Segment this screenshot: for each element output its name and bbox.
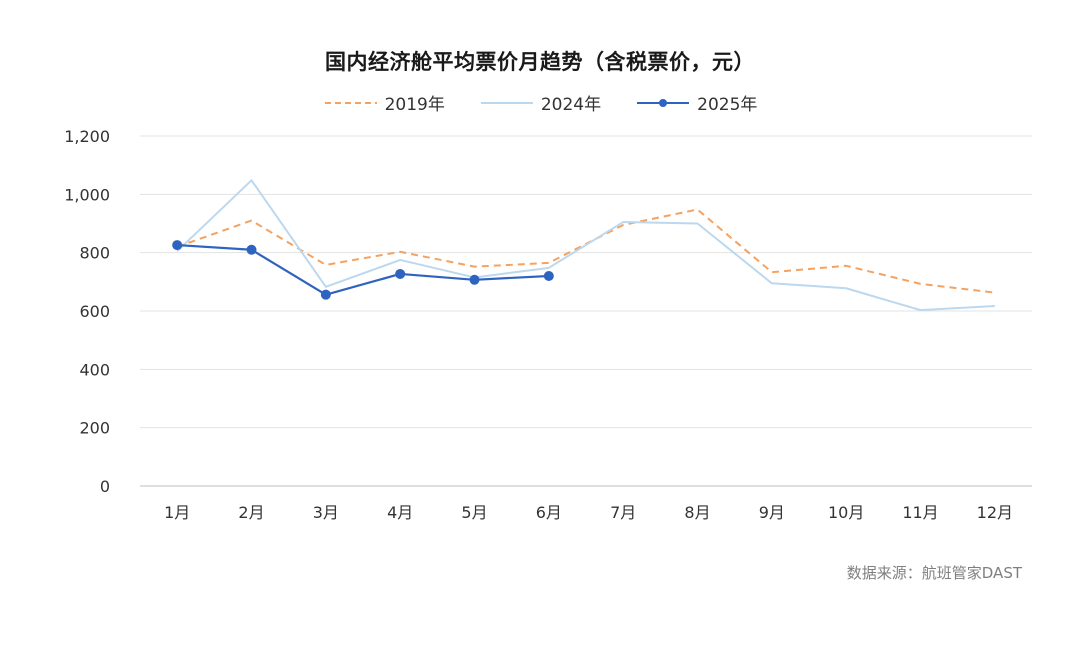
y-tick-label: 1,000 (64, 185, 110, 204)
data-point-2 (469, 274, 480, 285)
x-tick-label: 10月 (828, 503, 864, 522)
x-tick-label: 12月 (977, 503, 1013, 522)
y-tick-label: 1,200 (64, 127, 110, 146)
legend-item-2024: 2024年 (479, 90, 601, 115)
legend: 2019年 2024年 2025年 (0, 90, 1080, 115)
data-point-2 (543, 271, 554, 281)
y-tick-label: 400 (79, 360, 110, 379)
x-tick-label: 2月 (238, 503, 264, 522)
legend-item-2019: 2019年 (323, 90, 445, 115)
x-tick-label: 5月 (461, 503, 487, 522)
legend-swatch-2025 (637, 98, 690, 107)
legend-label-2024: 2024年 (540, 95, 602, 115)
x-tick-label: 8月 (684, 503, 710, 522)
x-tick-label: 4月 (387, 503, 413, 522)
series-line-1 (176, 179, 995, 312)
legend-label-2019: 2019年 (384, 95, 445, 115)
legend-item-2025: 2025年 (635, 90, 757, 115)
y-tick-label: 800 (79, 244, 110, 263)
x-tick-label: 11月 (902, 503, 938, 522)
legend-label-2025: 2025年 (697, 95, 758, 115)
y-tick-label: 200 (79, 419, 110, 438)
data-point-2 (172, 240, 183, 251)
chart-title: 国内经济舱平均票价月趋势（含税票价，元） (325, 50, 755, 74)
x-tick-label: 1月 (164, 503, 190, 522)
x-tick-label: 9月 (759, 503, 785, 522)
data-point-2 (246, 244, 257, 255)
data-point-2 (395, 268, 406, 279)
x-tick-label: 3月 (313, 503, 339, 522)
y-tick-label: 600 (79, 302, 110, 321)
x-tick-label: 7月 (610, 503, 636, 522)
data-point-2 (320, 289, 331, 300)
legend-swatch-2024 (480, 101, 533, 104)
legend-swatch-2019 (324, 101, 377, 104)
x-tick-label: 6月 (536, 503, 562, 522)
source-note: 数据来源：航班管家DAST (846, 564, 1022, 582)
y-tick-label: 0 (100, 477, 110, 496)
series-line-2 (177, 243, 549, 296)
